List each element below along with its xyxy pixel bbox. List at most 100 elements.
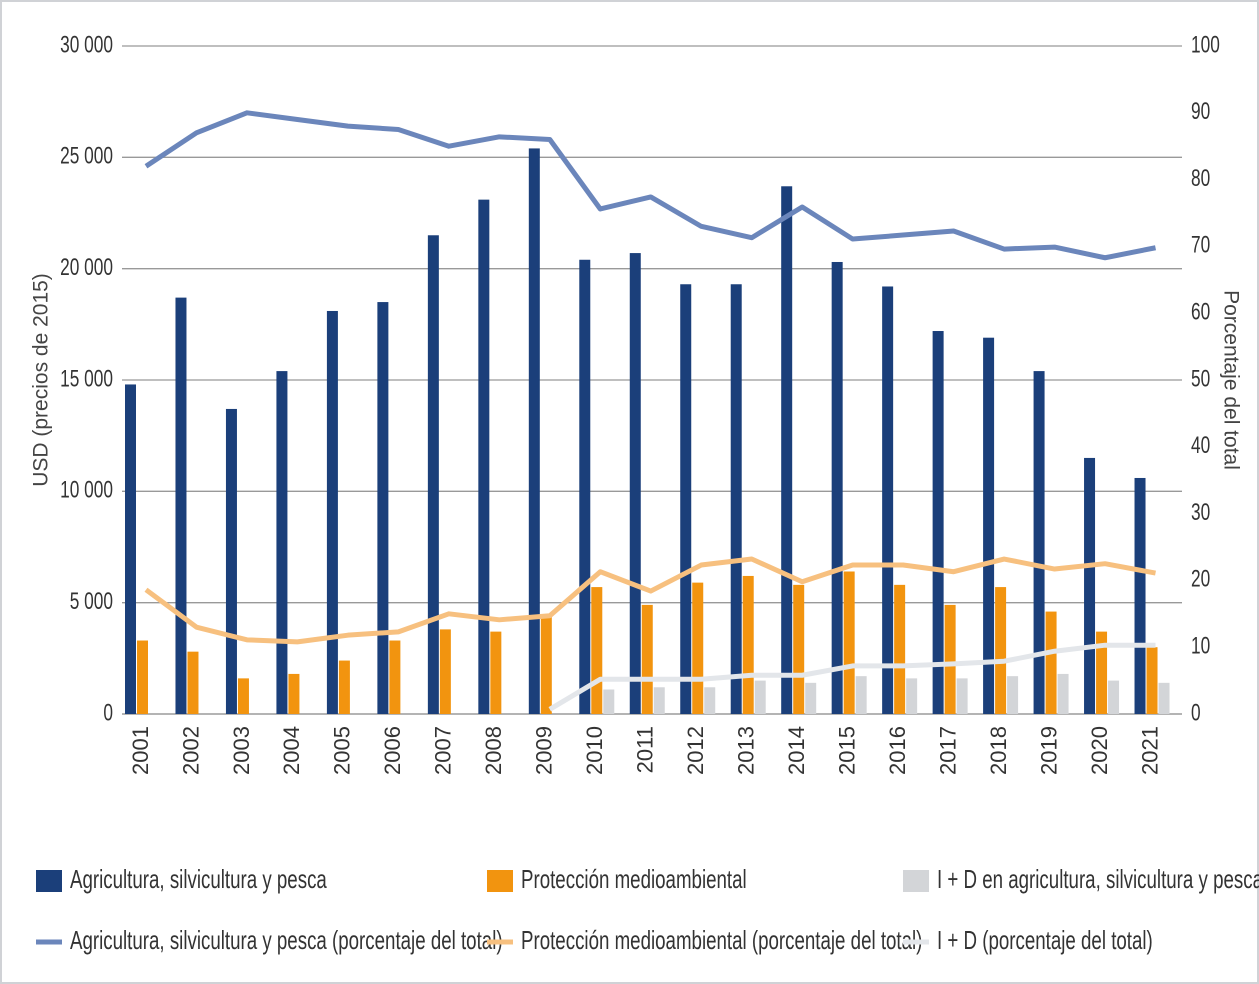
- y-tick-label: 5 000: [70, 588, 113, 614]
- bar: [1007, 676, 1019, 714]
- bar: [427, 235, 439, 714]
- bar: [137, 640, 148, 714]
- y2-tick-label: 50: [1191, 366, 1210, 392]
- legend-swatch: [36, 870, 62, 892]
- line: [144, 556, 1156, 645]
- bar: [629, 253, 641, 714]
- bar: [603, 689, 615, 714]
- bar: [704, 687, 716, 714]
- x-tick-label: 2015: [834, 726, 859, 775]
- bar: [882, 286, 894, 714]
- bar: [326, 310, 338, 714]
- y-tick-label: 20 000: [60, 254, 113, 280]
- x-tick-label: 2003: [229, 726, 254, 775]
- legend-swatch: [487, 870, 513, 892]
- x-tick-label: 2019: [1036, 726, 1061, 775]
- x-tick-label: 2006: [380, 726, 405, 775]
- bar: [439, 629, 451, 714]
- y2-tick-label: 40: [1191, 432, 1210, 458]
- bar: [906, 678, 918, 714]
- bar: [692, 582, 704, 714]
- legend-swatch: [903, 870, 929, 892]
- bar: [805, 682, 817, 714]
- bar: [843, 571, 855, 714]
- bar: [742, 575, 754, 714]
- bar: [653, 687, 665, 714]
- bar: [894, 584, 906, 714]
- legend-label: I + D (porcentaje del total): [937, 925, 1153, 955]
- x-tick-label: 2011: [633, 726, 658, 773]
- x-tick-label: 2017: [935, 726, 960, 775]
- y-tick-label: 25 000: [60, 143, 113, 169]
- bar: [288, 673, 300, 714]
- bar: [730, 284, 742, 714]
- y2-axis-title: Porcentaje del total: [1219, 290, 1242, 470]
- x-tick-label: 2005: [330, 726, 355, 775]
- bar: [1045, 611, 1057, 714]
- bar: [1158, 682, 1170, 714]
- bar: [478, 199, 490, 714]
- y2-tick-label: 20: [1191, 566, 1210, 592]
- legend-label: Agricultura, silvicultura y pesca: [70, 864, 327, 894]
- y-tick-label: 30 000: [60, 32, 113, 58]
- bar: [225, 408, 237, 714]
- y2-tick-label: 100: [1191, 32, 1220, 58]
- x-tick-label: 2007: [431, 726, 456, 775]
- y2-tick-label: 90: [1191, 98, 1210, 124]
- x-tick-label: 2013: [734, 726, 759, 775]
- bar: [995, 587, 1007, 714]
- bar: [579, 259, 591, 714]
- bar: [490, 631, 502, 714]
- y2-tick-label: 60: [1191, 299, 1210, 325]
- bar: [276, 371, 288, 714]
- bar: [187, 651, 199, 714]
- x-tick-label: 2009: [532, 726, 557, 775]
- bar: [855, 676, 867, 714]
- bar: [338, 660, 350, 714]
- bar: [237, 678, 249, 714]
- y2-tick-label: 0: [1191, 700, 1201, 726]
- bar: [389, 640, 401, 714]
- bar: [932, 331, 944, 714]
- bar: [1146, 647, 1158, 714]
- x-tick-label: 2020: [1087, 726, 1112, 775]
- x-tick-label: 2001: [128, 726, 153, 775]
- bar: [1134, 477, 1146, 714]
- x-tick-label: 2010: [582, 726, 607, 775]
- bar: [793, 584, 805, 714]
- y-tick-label: 10 000: [60, 477, 113, 503]
- bar: [754, 680, 766, 714]
- bar: [175, 297, 187, 714]
- bar: [1084, 457, 1096, 714]
- x-tick-label: 2004: [279, 726, 304, 775]
- bar: [1057, 673, 1069, 714]
- bar: [377, 302, 389, 714]
- bar: [781, 186, 793, 714]
- bar: [591, 587, 603, 714]
- bar: [831, 261, 843, 714]
- bar: [944, 604, 956, 714]
- line: [548, 642, 1156, 712]
- y2-tick-label: 80: [1191, 165, 1210, 191]
- bar: [983, 337, 995, 714]
- bar: [956, 678, 968, 714]
- y2-tick-label: 30: [1191, 499, 1210, 525]
- bar: [641, 604, 653, 714]
- y2-tick-label: 10: [1191, 633, 1210, 659]
- x-tick-label: 2008: [481, 726, 506, 775]
- line: [144, 110, 1157, 261]
- x-tick-label: 2016: [885, 726, 910, 775]
- legend-label: Protección medioambiental: [521, 864, 747, 894]
- y-tick-label: 0: [103, 700, 113, 726]
- y-tick-label: 15 000: [60, 366, 113, 392]
- x-tick-label: 2021: [1137, 726, 1162, 775]
- legend-label: Agricultura, silvicultura y pesca (porce…: [70, 925, 503, 955]
- x-tick-label: 2018: [986, 726, 1011, 775]
- y2-tick-label: 70: [1191, 232, 1210, 258]
- bar: [528, 148, 540, 715]
- bar: [540, 616, 552, 714]
- x-tick-label: 2002: [178, 726, 203, 775]
- y-axis-title: USD (precios de 2015): [30, 273, 53, 487]
